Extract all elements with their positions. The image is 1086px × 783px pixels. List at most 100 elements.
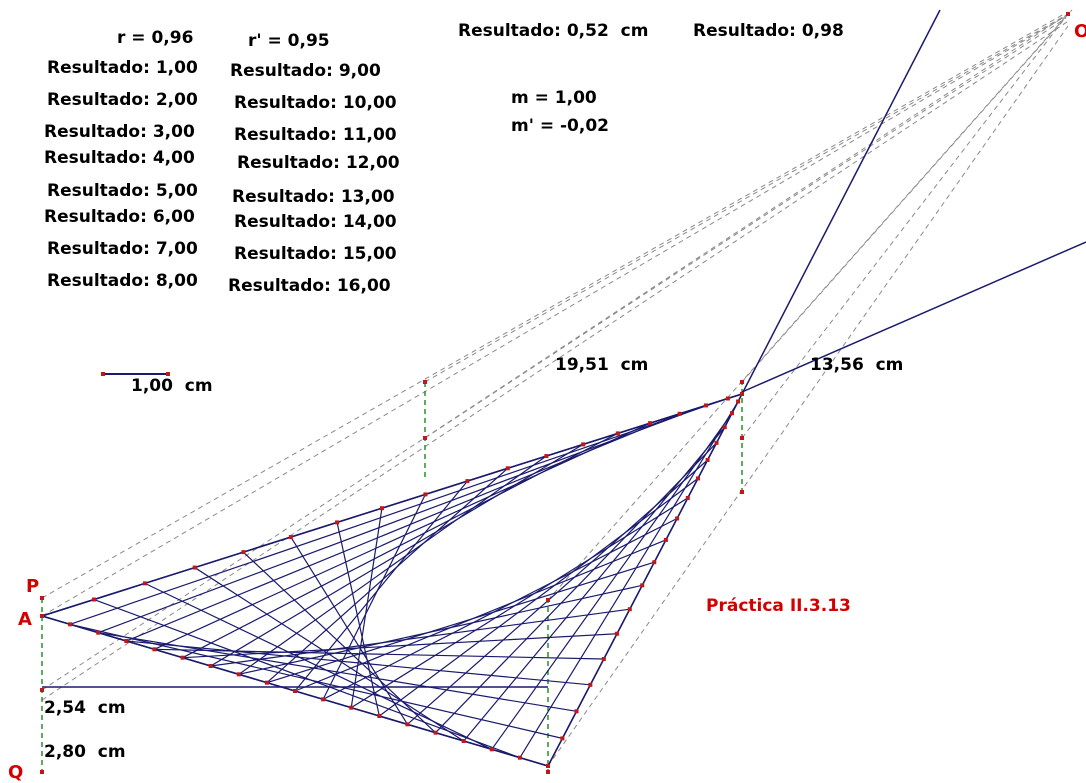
guide-point [546, 598, 550, 602]
grid-line [154, 422, 651, 650]
grid-point [192, 565, 197, 570]
grid-line [69, 397, 729, 625]
grid-points [40, 12, 1070, 774]
grid-point [601, 656, 606, 661]
grid-point [465, 479, 470, 484]
grid-point [91, 597, 96, 602]
r-prime-value: r' = 0,95 [248, 31, 330, 51]
result-item-2: Resultado: 2,00 [47, 90, 198, 110]
grid-line [350, 497, 689, 709]
slope-m: m = 1,00 [511, 88, 597, 108]
line-to-top [741, 9, 941, 395]
grid-point [640, 583, 645, 588]
guide-point [423, 436, 427, 440]
grid-point [675, 516, 680, 521]
result-item-7: Resultado: 15,00 [234, 244, 397, 264]
construction-line [547, 25, 1069, 767]
result-item-1: Resultado: 9,00 [230, 61, 381, 81]
guide-point [40, 770, 44, 774]
measure-2-54: 2,54 cm [44, 698, 126, 718]
grid-line [519, 401, 739, 758]
construction-line [41, 13, 1065, 599]
grid-point [588, 682, 593, 687]
guide-point [740, 436, 744, 440]
result-item-6: Resultado: 14,00 [234, 212, 397, 232]
grid-point [615, 431, 620, 436]
result-item-6: Resultado: 6,00 [44, 207, 195, 227]
result-item-1: Resultado: 1,00 [47, 58, 198, 78]
construction-line [424, 13, 1069, 383]
grid-point [730, 411, 735, 416]
grid-point [740, 392, 744, 396]
grid-point [293, 689, 297, 693]
grid-point [241, 550, 246, 555]
construction-dashed-lines [41, 9, 1073, 767]
grid-point [321, 697, 326, 702]
grid-point [461, 739, 466, 743]
point-label-q: Q [8, 762, 24, 783]
grid-line [210, 443, 584, 667]
grid-point [703, 403, 708, 408]
measure-19-51: 19,51 cm [555, 355, 649, 375]
line-to-right [741, 241, 1086, 393]
grid-point [725, 396, 730, 401]
grid-point [517, 755, 522, 760]
grid-point [714, 440, 719, 445]
measure-13-56: 13,56 cm [810, 355, 904, 375]
grid-point [695, 476, 700, 481]
result-item-8: Resultado: 16,00 [228, 276, 391, 296]
result-item-3: Resultado: 3,00 [44, 122, 195, 142]
grid-line [350, 508, 383, 708]
grid-point [677, 411, 682, 416]
grid-point [124, 639, 129, 643]
grid-point [544, 454, 549, 459]
guide-point [40, 596, 44, 600]
edge-line [41, 393, 743, 617]
grid-line [294, 480, 468, 692]
scale-end-left [101, 372, 105, 376]
grid-line [98, 404, 707, 634]
grid-point [208, 664, 213, 668]
grid-line [182, 633, 618, 659]
grid-line [266, 561, 655, 684]
r-value: r = 0,96 [117, 28, 194, 48]
grid-point [142, 581, 147, 586]
grid-point [288, 535, 293, 540]
scale-label: 1,00 cm [131, 376, 213, 396]
grid-point [433, 730, 438, 735]
grid-point [96, 630, 101, 635]
grid-point [264, 680, 269, 685]
grid-point [560, 736, 565, 741]
grid-line [126, 413, 680, 642]
grid-point [377, 714, 382, 718]
grid-point [405, 722, 410, 727]
guide-point [740, 380, 744, 384]
construction-line [41, 13, 1069, 691]
grid-point [489, 747, 494, 752]
perspective-grid [39, 392, 744, 767]
grid-point [705, 457, 710, 462]
point-label-p: P [26, 576, 40, 597]
grid-line [491, 412, 733, 750]
grid-point [722, 425, 727, 430]
grid-point [40, 614, 44, 618]
result-item-5: Resultado: 5,00 [47, 181, 198, 201]
guide-point [40, 688, 44, 692]
slope-m-prime: m' = -0,02 [511, 116, 609, 136]
result-item-2: Resultado: 10,00 [234, 93, 397, 113]
grid-point [648, 421, 653, 426]
result-item-4: Resultado: 4,00 [44, 148, 195, 168]
point-o [1066, 12, 1070, 16]
point-label-a: A [18, 609, 32, 630]
grid-point [685, 495, 690, 500]
grid-line [463, 426, 726, 742]
result-item-5: Resultado: 13,00 [232, 187, 395, 207]
grid-point [180, 655, 185, 660]
guide-point [423, 380, 427, 384]
grid-line [154, 648, 604, 660]
grid-line [294, 539, 667, 692]
grid-point [236, 672, 241, 677]
point-label-o: O [1074, 21, 1086, 42]
grid-line [266, 467, 509, 684]
grid-point [581, 442, 586, 447]
